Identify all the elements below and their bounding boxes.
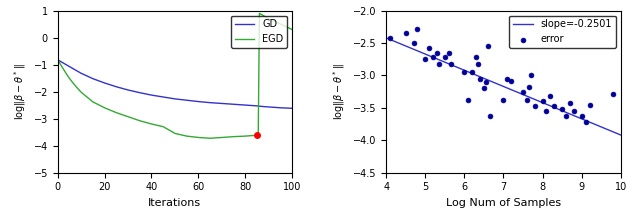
error [518, 90, 528, 93]
GD [136, 91, 143, 94]
EGD [159, 125, 167, 128]
GD [195, 100, 202, 103]
EGD [68, 80, 76, 83]
error [530, 105, 540, 108]
GD [72, 69, 80, 72]
EGD [248, 134, 256, 137]
error [483, 45, 493, 48]
GD [289, 107, 296, 110]
EGD [58, 66, 66, 69]
error [463, 98, 474, 102]
error [522, 98, 532, 102]
EGD [206, 137, 214, 140]
error [444, 51, 454, 55]
error [401, 32, 411, 35]
error [506, 79, 516, 82]
GD [253, 105, 261, 107]
EGD [63, 73, 71, 76]
error [479, 87, 489, 90]
GD [218, 102, 226, 105]
GD [171, 98, 179, 100]
EGD [136, 119, 143, 122]
GD [265, 106, 273, 108]
error [565, 101, 575, 104]
Line: GD: GD [58, 60, 292, 108]
GD [255, 105, 263, 107]
error [557, 107, 567, 111]
error [569, 109, 579, 113]
GD [148, 94, 156, 96]
Legend: slope=-0.2501, error: slope=-0.2501, error [509, 16, 616, 48]
error [432, 51, 442, 55]
error [524, 85, 534, 89]
GD [206, 101, 214, 104]
GD [183, 99, 191, 102]
GD [77, 72, 85, 75]
EGD [218, 136, 226, 139]
GD [68, 67, 76, 69]
EGD [241, 135, 249, 137]
error [424, 46, 435, 50]
EGD [124, 115, 132, 118]
Line: EGD: EGD [58, 60, 257, 138]
EGD [100, 106, 108, 109]
error [608, 92, 618, 95]
error [440, 56, 450, 59]
error [420, 58, 430, 61]
error [484, 114, 495, 117]
error [460, 71, 470, 74]
Y-axis label: log$\|\beta - \theta^* \|$: log$\|\beta - \theta^* \|$ [12, 63, 28, 120]
error [471, 56, 481, 59]
error [577, 114, 587, 117]
GD [58, 61, 66, 64]
Y-axis label: log$\|\beta - \theta^* \|$: log$\|\beta - \theta^* \|$ [332, 63, 348, 120]
error [525, 74, 536, 77]
error [473, 62, 483, 65]
EGD [77, 91, 85, 94]
error [584, 103, 595, 106]
error [499, 98, 509, 102]
EGD [183, 135, 191, 137]
Legend: GD, EGD: GD, EGD [231, 16, 287, 48]
EGD [195, 136, 202, 139]
error [580, 120, 591, 124]
error [467, 71, 477, 74]
EGD [54, 59, 61, 61]
error [549, 105, 559, 108]
EGD [230, 135, 237, 138]
GD [230, 103, 237, 106]
GD [100, 82, 108, 84]
error [408, 41, 419, 45]
error [545, 94, 556, 98]
error [475, 77, 485, 80]
X-axis label: Iterations: Iterations [148, 198, 202, 208]
error [561, 114, 571, 117]
GD [241, 104, 249, 106]
GD [159, 96, 167, 98]
error [541, 109, 552, 113]
GD [89, 77, 97, 80]
X-axis label: Log Num of Samples: Log Num of Samples [446, 198, 561, 208]
error [412, 27, 422, 30]
EGD [89, 101, 97, 103]
error [385, 36, 395, 40]
error [428, 56, 438, 59]
EGD [171, 132, 179, 135]
GD [113, 85, 120, 88]
error [502, 77, 513, 80]
GD [276, 106, 284, 109]
GD [63, 64, 71, 66]
GD [258, 105, 266, 108]
EGD [113, 111, 120, 114]
error [481, 80, 491, 83]
EGD [253, 134, 261, 137]
EGD [72, 86, 80, 88]
error [538, 100, 548, 103]
error [445, 62, 456, 65]
EGD [148, 123, 156, 125]
GD [124, 89, 132, 91]
error [434, 62, 444, 65]
GD [54, 59, 61, 61]
